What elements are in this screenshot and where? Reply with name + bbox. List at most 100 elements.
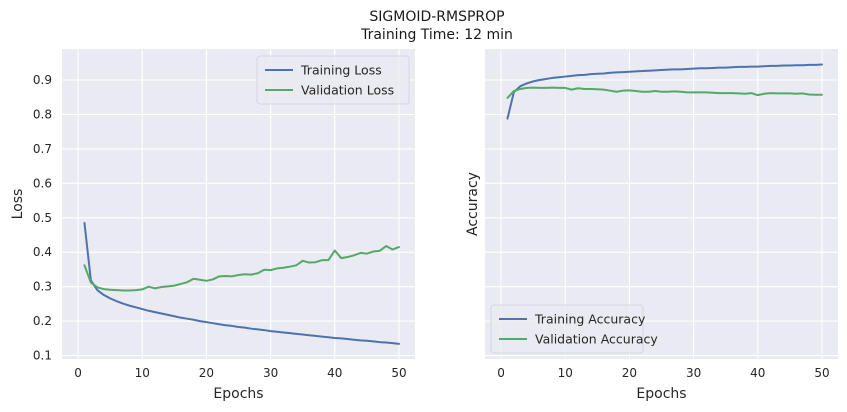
- data-point-training-accuracy: [583, 73, 586, 76]
- data-point-training-accuracy: [692, 67, 695, 70]
- data-point-training-accuracy: [519, 85, 522, 88]
- data-point-training-loss: [327, 336, 330, 339]
- x-tick-label: 50: [391, 366, 406, 380]
- x-tick-label: 50: [814, 366, 829, 380]
- data-point-training-loss: [166, 313, 169, 316]
- data-point-training-accuracy: [609, 71, 612, 74]
- loss-chart: 0 10 20 30 40 50 0.1 0.2 0.3 0.4 0.5 0.6 0.7 0.8 0.9 Ep…: [10, 49, 415, 402]
- y-tick-label: 0.5: [33, 211, 52, 225]
- data-point-validation-loss: [154, 287, 157, 290]
- data-point-validation-accuracy: [506, 96, 509, 99]
- x-tick-label: 10: [135, 366, 150, 380]
- data-point-training-accuracy: [641, 70, 644, 73]
- data-point-training-loss: [353, 338, 356, 341]
- data-point-training-accuracy: [750, 65, 753, 68]
- data-point-training-loss: [173, 315, 176, 318]
- data-point-training-loss: [385, 341, 388, 344]
- data-point-validation-loss: [211, 278, 214, 281]
- data-point-training-loss: [378, 341, 381, 344]
- data-point-validation-accuracy: [756, 94, 759, 97]
- data-point-validation-loss: [385, 245, 388, 248]
- data-point-training-accuracy: [699, 67, 702, 70]
- data-point-training-loss: [115, 300, 118, 303]
- data-point-training-accuracy: [782, 64, 785, 67]
- data-point-training-accuracy: [544, 77, 547, 80]
- data-point-validation-accuracy: [788, 92, 791, 95]
- data-point-training-loss: [96, 289, 99, 292]
- series-line-training-accuracy: [506, 63, 823, 120]
- data-point-training-loss: [256, 328, 259, 331]
- data-point-training-accuracy: [654, 69, 657, 72]
- x-tick-label: 30: [686, 366, 701, 380]
- data-point-validation-loss: [160, 286, 163, 289]
- data-point-validation-accuracy: [743, 92, 746, 95]
- data-point-training-accuracy: [679, 68, 682, 71]
- data-point-training-loss: [147, 309, 150, 312]
- data-point-training-accuracy: [673, 68, 676, 71]
- data-point-training-accuracy: [570, 74, 573, 77]
- x-tick-label: 40: [327, 366, 342, 380]
- data-point-validation-accuracy: [808, 93, 811, 96]
- data-point-training-loss: [211, 322, 214, 325]
- data-point-training-loss: [365, 339, 368, 342]
- data-point-training-loss: [282, 331, 285, 334]
- data-point-training-accuracy: [660, 69, 663, 72]
- data-point-training-loss: [205, 321, 208, 324]
- data-point-validation-loss: [243, 273, 246, 276]
- data-point-training-loss: [391, 342, 394, 345]
- data-point-validation-loss: [372, 250, 375, 253]
- data-point-training-loss: [308, 334, 311, 337]
- data-point-training-accuracy: [743, 65, 746, 68]
- legend-box: [490, 304, 644, 354]
- data-point-validation-accuracy: [820, 93, 823, 96]
- legend-label: Training Loss: [300, 63, 382, 78]
- legend-label: Validation Accuracy: [535, 332, 658, 347]
- data-point-training-loss: [102, 293, 105, 296]
- y-tick-label: 0.8: [33, 107, 52, 121]
- data-point-training-loss: [141, 308, 144, 311]
- data-point-validation-accuracy: [699, 91, 702, 94]
- data-point-validation-accuracy: [551, 86, 554, 89]
- data-point-validation-accuracy: [763, 92, 766, 95]
- x-tick-label: 10: [558, 366, 573, 380]
- data-point-training-accuracy: [820, 63, 823, 66]
- data-point-training-accuracy: [602, 72, 605, 75]
- data-point-validation-accuracy: [711, 91, 714, 94]
- series-line-training-loss: [83, 221, 400, 345]
- data-point-validation-accuracy: [654, 90, 657, 93]
- legend-box: [256, 55, 410, 105]
- data-point-training-loss: [269, 330, 272, 333]
- data-point-validation-accuracy: [589, 87, 592, 90]
- data-point-training-loss: [301, 333, 304, 336]
- data-point-training-loss: [250, 327, 253, 330]
- legend: Training Accuracy Validation Accuracy: [490, 304, 658, 354]
- data-point-validation-loss: [276, 267, 279, 270]
- data-point-training-accuracy: [506, 117, 509, 120]
- data-point-validation-loss: [218, 275, 221, 278]
- data-point-validation-loss: [333, 249, 336, 252]
- data-point-training-loss: [237, 325, 240, 328]
- data-point-training-loss: [295, 332, 298, 335]
- data-point-validation-accuracy: [750, 92, 753, 95]
- data-point-validation-loss: [288, 265, 291, 268]
- data-point-validation-loss: [198, 278, 201, 281]
- data-point-training-accuracy: [731, 66, 734, 69]
- data-point-validation-loss: [115, 289, 118, 292]
- data-point-validation-loss: [166, 285, 169, 288]
- data-point-training-accuracy: [634, 70, 637, 73]
- data-point-training-loss: [109, 297, 112, 300]
- data-point-training-accuracy: [724, 66, 727, 69]
- data-point-validation-loss: [237, 273, 240, 276]
- data-point-validation-accuracy: [621, 89, 624, 92]
- data-point-validation-accuracy: [570, 88, 573, 91]
- data-point-training-accuracy: [596, 72, 599, 75]
- y-tick-label: 0.7: [33, 142, 52, 156]
- y-tick-label: 0.9: [33, 73, 52, 87]
- data-point-validation-loss: [121, 289, 124, 292]
- data-point-training-loss: [359, 339, 362, 342]
- data-point-validation-accuracy: [525, 86, 528, 89]
- data-point-validation-accuracy: [532, 86, 535, 89]
- data-point-training-accuracy: [628, 70, 631, 73]
- data-point-validation-accuracy: [577, 87, 580, 90]
- data-point-validation-accuracy: [769, 92, 772, 95]
